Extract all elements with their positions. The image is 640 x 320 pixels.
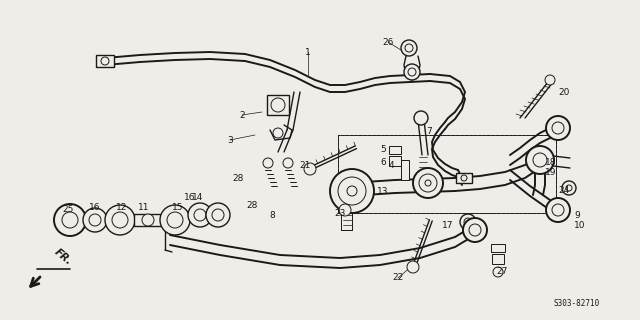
Text: 24: 24 [558,186,569,195]
Text: 10: 10 [574,221,586,230]
Circle shape [101,57,109,65]
Text: 28: 28 [246,201,258,210]
Circle shape [404,64,420,80]
Circle shape [212,209,224,221]
Text: 11: 11 [138,203,150,212]
Text: 7: 7 [426,126,432,135]
Circle shape [339,204,351,216]
Text: 17: 17 [442,220,454,229]
Bar [338,135,556,213]
Text: 16: 16 [184,193,196,202]
Circle shape [338,177,366,205]
Bar [134,214,162,226]
Text: 5: 5 [380,145,386,154]
Circle shape [83,208,107,232]
Text: 14: 14 [192,194,204,203]
Circle shape [112,212,128,228]
Circle shape [283,158,293,168]
Bar [338,135,556,213]
Text: 16: 16 [88,203,100,212]
Circle shape [464,218,472,226]
Bar [456,173,472,183]
Circle shape [142,214,154,226]
Bar [401,160,409,180]
Text: 20: 20 [558,87,570,97]
Circle shape [167,212,183,228]
Text: 3: 3 [227,135,233,145]
Bar [267,95,289,115]
Text: 4: 4 [388,161,394,170]
Circle shape [62,212,78,228]
Bar [492,254,504,264]
Circle shape [546,116,570,140]
Circle shape [493,267,503,277]
Circle shape [566,185,572,191]
Text: 23: 23 [334,209,346,218]
Text: S303-82710: S303-82710 [554,299,600,308]
Circle shape [105,205,135,235]
Text: FR.: FR. [52,247,73,267]
Circle shape [533,153,547,167]
Text: 18: 18 [545,157,557,166]
Bar [96,55,114,67]
Circle shape [407,261,419,273]
Circle shape [552,122,564,134]
Text: 9: 9 [574,212,580,220]
Bar [389,146,401,154]
Circle shape [419,174,437,192]
Circle shape [273,128,283,138]
Circle shape [206,203,230,227]
Circle shape [160,205,190,235]
Circle shape [304,163,316,175]
Circle shape [546,198,570,222]
Text: 26: 26 [382,37,394,46]
Text: 2: 2 [239,110,245,119]
Text: 8: 8 [269,212,275,220]
Bar [389,156,401,166]
Circle shape [271,98,285,112]
Circle shape [89,214,101,226]
Text: 19: 19 [545,167,557,177]
Circle shape [413,168,443,198]
Text: 21: 21 [300,161,310,170]
Bar [491,244,505,252]
Circle shape [405,44,413,52]
Text: 25: 25 [63,205,74,214]
Circle shape [562,181,576,195]
Text: 12: 12 [116,203,128,212]
Circle shape [263,158,273,168]
Text: 6: 6 [380,157,386,166]
Circle shape [526,146,554,174]
Circle shape [463,218,487,242]
Circle shape [401,40,417,56]
Text: 27: 27 [496,268,508,276]
Circle shape [194,209,206,221]
Circle shape [425,180,431,186]
Text: 28: 28 [232,173,244,182]
Circle shape [552,204,564,216]
Text: 1: 1 [305,47,311,57]
Circle shape [188,203,212,227]
Circle shape [460,214,476,230]
Circle shape [414,111,428,125]
Circle shape [347,186,357,196]
Text: 13: 13 [377,188,388,196]
Circle shape [408,68,416,76]
Text: 22: 22 [392,274,404,283]
Circle shape [54,204,86,236]
Circle shape [545,75,555,85]
Circle shape [330,169,374,213]
Circle shape [469,224,481,236]
Circle shape [461,175,467,181]
Text: 15: 15 [172,203,184,212]
